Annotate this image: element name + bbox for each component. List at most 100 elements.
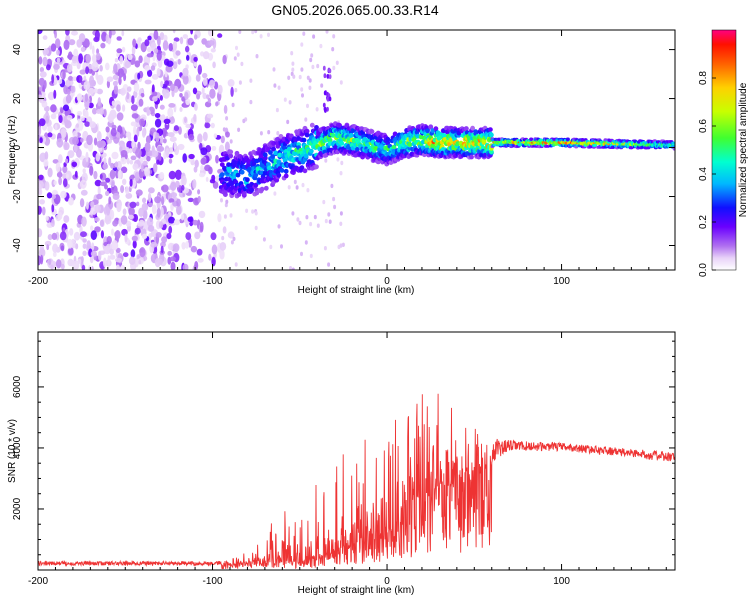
spectrogram-cell	[132, 214, 138, 222]
spectrogram-cell	[225, 199, 229, 204]
spectrogram-cell	[219, 162, 225, 168]
spectrogram-cell	[225, 116, 229, 121]
spectrogram-cell	[47, 132, 53, 138]
spectrogram-cell	[327, 212, 331, 217]
spectrogram-cell	[68, 197, 74, 206]
spectrogram-cell	[131, 113, 139, 119]
spectrogram-cell	[135, 189, 143, 196]
spectrogram-cell	[140, 93, 145, 98]
spectrogram-cell	[309, 253, 313, 259]
spectrogram-cell	[235, 45, 238, 51]
colorbar-tick-label: 0.4	[698, 167, 709, 181]
spectrogram-cell	[138, 207, 145, 217]
spectrogram-cell	[192, 219, 198, 226]
spectrogram-cell	[53, 63, 60, 70]
spectrogram-cell	[131, 235, 138, 242]
spectrogram-cell	[301, 137, 307, 143]
spectrogram-cell	[259, 34, 263, 39]
spectrogram-cell	[93, 170, 98, 180]
spectrogram-cell	[85, 53, 92, 64]
snr-x-label: Height of straight line (km)	[298, 585, 415, 596]
spectrogram-cell	[94, 217, 100, 222]
spectrogram-cell	[90, 201, 95, 208]
spectrogram-cell	[161, 196, 165, 206]
snr-x-tick-label: -100	[203, 576, 223, 587]
spectrogram-cell	[279, 168, 285, 173]
spectrogram-cell	[152, 95, 158, 102]
spectrogram-cell	[320, 83, 324, 88]
spectrogram-cell	[159, 32, 165, 41]
spectrogram-y-tick-label: -20	[12, 189, 23, 204]
spectrogram-cell	[168, 43, 174, 52]
snr-x-tick-label: -200	[28, 576, 48, 587]
spectrogram-cell	[39, 71, 47, 78]
spectrogram-cell	[68, 75, 73, 81]
spectrogram-cell	[167, 242, 175, 251]
spectrogram-cell	[193, 114, 197, 122]
spectrogram-cell	[210, 122, 215, 129]
spectrogram-cell	[90, 230, 98, 241]
spectrogram-cell	[142, 160, 148, 166]
spectrogram-cell	[202, 72, 208, 79]
spectrogram-cell	[262, 155, 268, 161]
spectrogram-cell	[126, 157, 130, 165]
spectrogram-cell	[310, 53, 314, 58]
spectrogram-cell	[107, 255, 111, 266]
spectrogram-cell	[70, 85, 75, 94]
spectrogram-cell	[151, 204, 157, 215]
spectrogram-cell	[223, 104, 228, 114]
spectrogram-cell	[223, 189, 228, 195]
spectrogram-cell	[328, 219, 332, 224]
spectrogram-cell	[146, 106, 150, 117]
spectrogram-cell	[168, 147, 175, 153]
spectrogram-cell	[209, 179, 216, 184]
spectrogram-cell	[212, 61, 216, 69]
spectrogram-cell	[112, 192, 120, 200]
spectrogram-cell	[147, 224, 155, 232]
spectrogram-cell	[306, 103, 309, 109]
spectrogram-cell	[177, 143, 185, 151]
spectrogram-cell	[182, 75, 189, 85]
spectrogram-cell	[50, 43, 57, 52]
spectrogram-cell	[232, 236, 236, 242]
spectrogram-cell	[217, 213, 222, 223]
spectrogram-cell	[245, 177, 250, 183]
spectrogram-cell	[273, 191, 277, 196]
spectrogram-cell	[82, 250, 87, 256]
spectrogram-cell	[79, 75, 83, 83]
spectrogram-cell	[194, 231, 201, 240]
spectrogram-cell	[54, 124, 58, 131]
spectrogram-cell	[304, 128, 310, 134]
spectrogram-cell	[124, 233, 128, 243]
spectrogram-cell	[159, 135, 164, 144]
spectrogram-cell	[63, 178, 68, 188]
spectrogram-cell	[255, 54, 259, 59]
spectrogram-cell	[82, 243, 87, 249]
spectrogram-cell	[291, 267, 295, 270]
spectrogram-cell	[222, 127, 226, 132]
spectrogram-cell	[45, 115, 49, 124]
spectrogram-cell	[197, 64, 202, 75]
spectrogram-cell	[84, 110, 89, 119]
spectrogram-cell	[112, 74, 119, 81]
spectrogram-cell	[120, 215, 128, 225]
spectrogram-cell	[202, 131, 208, 142]
spectrogram-cell	[323, 106, 327, 112]
spectrogram-cell	[60, 263, 65, 270]
spectrogram-cell	[96, 88, 104, 95]
spectrogram-cell	[529, 137, 534, 141]
spectrogram-cell	[62, 104, 70, 112]
spectrogram-cell	[126, 86, 132, 92]
spectrogram-cell	[220, 198, 223, 203]
spectrogram-cell	[82, 62, 88, 69]
spectrogram-cell	[208, 40, 215, 46]
spectrogram-cell	[138, 55, 143, 64]
spectrogram-cell	[137, 72, 141, 80]
spectrogram-cell	[173, 219, 180, 226]
snr-x-tick-label: 100	[553, 576, 570, 587]
spectrogram-cell	[228, 149, 234, 155]
spectrogram-cell	[39, 137, 43, 144]
spectrogram-cell	[204, 122, 211, 129]
spectrogram-cell	[89, 165, 94, 176]
spectrogram-cell	[155, 132, 160, 143]
